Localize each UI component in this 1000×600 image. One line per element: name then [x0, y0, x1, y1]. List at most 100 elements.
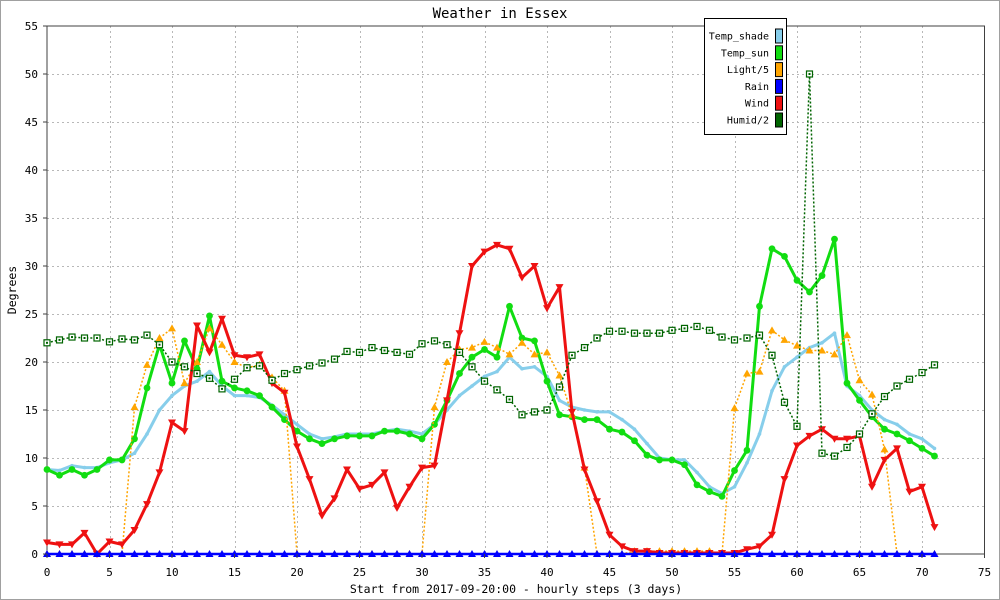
humid-point-center	[921, 371, 923, 374]
temp-shade-point	[307, 432, 312, 436]
rain-point	[380, 550, 389, 557]
temp-sun-point	[918, 445, 926, 452]
humid-point-center	[133, 338, 136, 341]
light-point	[818, 346, 826, 354]
y-tick-label: 20	[25, 356, 38, 369]
humid-series	[43, 70, 939, 460]
rain-point	[668, 550, 676, 557]
x-tick-label: 35	[478, 566, 491, 579]
rain-point	[793, 550, 801, 557]
rain-point	[880, 550, 889, 557]
light-point	[193, 358, 201, 365]
x-tick-label: 30	[415, 566, 428, 579]
rain-point	[418, 550, 426, 557]
wind-point	[255, 351, 264, 359]
light-point	[480, 337, 489, 345]
humid-point-center	[671, 329, 673, 332]
wind-point	[180, 428, 189, 436]
humid-point-center	[396, 351, 398, 354]
wind-point	[355, 485, 364, 493]
humid-point-center	[433, 339, 436, 342]
humid-point-center	[646, 332, 648, 335]
rain-point	[468, 550, 476, 557]
x-tick-label: 60	[790, 566, 803, 579]
temp-shade-point	[882, 417, 887, 422]
wind-point	[605, 531, 614, 539]
temp-shade-point	[920, 437, 924, 441]
humid-point-center	[96, 337, 98, 339]
temp-shade-point	[420, 432, 424, 436]
legend-label: Wind	[745, 99, 769, 110]
humid-point-center	[158, 343, 161, 346]
temp-sun-point	[243, 387, 251, 395]
temp-sun-point	[518, 334, 526, 342]
temp-sun-point	[718, 493, 726, 500]
humid-point-center	[896, 385, 898, 387]
rain-point	[530, 550, 539, 557]
rain-point	[818, 550, 826, 557]
wind-point	[330, 495, 339, 503]
light-point	[855, 376, 864, 384]
temp-sun-point	[693, 481, 701, 489]
humid-point-center	[708, 329, 711, 332]
temp-sun-point	[256, 392, 263, 399]
wind-point	[118, 541, 126, 549]
wind-point	[818, 426, 826, 434]
temp-shade-point	[695, 470, 699, 475]
rain-point	[130, 550, 139, 557]
temp-shade-point	[732, 485, 737, 489]
humid-point-center	[321, 361, 323, 364]
rain-point	[318, 550, 326, 557]
temp-shade-point	[470, 384, 474, 388]
x-tick-label: 55	[728, 566, 741, 579]
rain-point	[543, 550, 551, 557]
humid-point-center	[83, 337, 86, 339]
wind-line	[46, 243, 936, 556]
humid-point-center	[233, 378, 236, 381]
rain-point	[393, 550, 401, 557]
temp-shade-point	[820, 341, 824, 345]
rain-point	[243, 550, 251, 557]
rain-point	[93, 550, 101, 557]
temp-shade-point	[607, 410, 612, 414]
plot-series	[43, 70, 939, 558]
light-point	[768, 326, 776, 334]
humid-point-center	[246, 366, 248, 369]
temp-shade-point	[795, 355, 799, 360]
rain-point	[443, 550, 451, 557]
rain-point	[118, 550, 126, 557]
x-tick-label: 75	[978, 566, 991, 579]
light-point	[430, 403, 439, 411]
rain-point	[343, 550, 351, 557]
humid-point-center	[621, 330, 623, 333]
temp-sun-point	[743, 446, 751, 454]
humid-point-center	[733, 338, 736, 341]
rain-point	[605, 550, 614, 557]
temp-sun-point	[793, 277, 801, 284]
x-tick-label: 70	[915, 566, 928, 579]
wind-point	[880, 456, 889, 464]
temp-sun-point	[506, 302, 513, 310]
temp-shade-point	[282, 413, 287, 417]
temp-sun-point	[181, 337, 188, 345]
rain-point	[255, 550, 264, 557]
light-point	[205, 324, 214, 332]
legend-swatch	[775, 95, 783, 111]
humid-point-center	[658, 332, 661, 335]
temp-shade-line	[46, 331, 936, 496]
temp-shade-point	[245, 393, 249, 398]
humid-point-center	[521, 413, 523, 416]
temp-shade-point	[745, 461, 749, 465]
temp-sun-point	[843, 379, 851, 387]
humid-point-center	[483, 380, 486, 383]
rain-point	[680, 550, 689, 557]
temp-sun-point	[418, 435, 426, 443]
temp-sun-point	[893, 430, 901, 438]
light-point	[793, 341, 801, 349]
rain-point	[230, 550, 239, 557]
temp-sun-point	[318, 440, 326, 447]
wind-point	[555, 284, 564, 292]
wind-point	[843, 435, 851, 443]
wind-point	[905, 488, 914, 496]
temp-sun-point	[806, 288, 813, 296]
